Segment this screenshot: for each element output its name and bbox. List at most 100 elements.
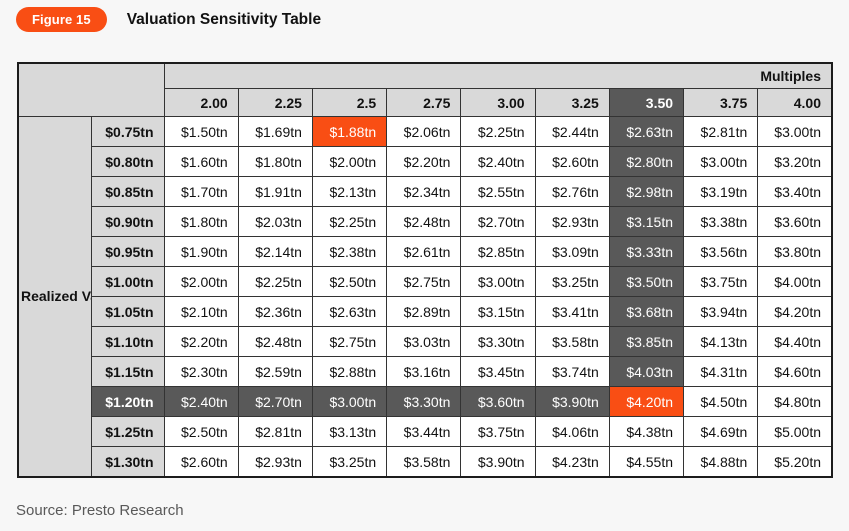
sensitivity-table: Multiples 2.00 2.25 2.5 2.75 3.00 3.25 3.50 3.7… — [17, 62, 833, 478]
value-cell: $3.58tn — [386, 446, 462, 478]
value-cell: $4.40tn — [757, 326, 833, 357]
table-row: $1.15tn $2.30tn $2.59tn $2.88tn $3.16tn $3.45… — [18, 356, 833, 387]
value-cell: $4.20tn — [608, 386, 685, 417]
value-cell: $3.30tn — [386, 386, 462, 417]
value-cell: $5.20tn — [757, 446, 833, 478]
table-row: $1.20tn $2.40tn $2.70tn $3.00tn $3.30tn $3.60… — [18, 386, 833, 417]
value-cell: $2.13tn — [311, 176, 388, 207]
figure-number-badge: Figure 15 — [16, 7, 107, 32]
column-header-multiple-2.75: 2.75 — [386, 88, 462, 117]
value-cell: $2.89tn — [386, 296, 462, 327]
value-cell: $2.20tn — [386, 146, 462, 177]
table-row: $1.05tn $2.10tn $2.36tn $2.63tn $2.89tn $3.15… — [18, 296, 833, 327]
row-header-$0.90tn: $0.90tn — [90, 206, 165, 237]
value-cell: $3.38tn — [683, 206, 759, 237]
value-cell: $4.00tn — [757, 266, 833, 297]
value-cell: $2.25tn — [311, 206, 388, 237]
column-header-multiple-3.50: 3.50 — [608, 88, 685, 117]
value-cell: $3.19tn — [683, 176, 759, 207]
value-cell: $2.75tn — [311, 326, 388, 357]
value-cell: $3.41tn — [534, 296, 610, 327]
value-cell: $3.85tn — [608, 326, 685, 357]
column-header-multiple-3.00: 3.00 — [460, 88, 536, 117]
figure-header: Figure 15 Valuation Sensitivity Table — [16, 7, 321, 32]
value-cell: $3.75tn — [460, 416, 536, 447]
value-cell: $4.31tn — [683, 356, 759, 387]
value-cell: $1.70tn — [163, 176, 239, 207]
value-cell: $2.50tn — [311, 266, 388, 297]
value-cell: $2.76tn — [534, 176, 610, 207]
column-header-multiple-2.25: 2.25 — [237, 88, 313, 117]
value-cell: $3.00tn — [460, 266, 536, 297]
value-cell: $3.03tn — [386, 326, 462, 357]
column-header-multiple-3.25: 3.25 — [534, 88, 610, 117]
figure-title: Valuation Sensitivity Table — [126, 10, 322, 28]
value-cell: $4.20tn — [757, 296, 833, 327]
value-cell: $4.03tn — [608, 356, 685, 387]
value-cell: $2.93tn — [534, 206, 610, 237]
value-cell: $4.06tn — [534, 416, 610, 447]
value-cell: $2.81tn — [237, 416, 313, 447]
value-cell: $3.50tn — [608, 266, 685, 297]
value-cell: $3.60tn — [757, 206, 833, 237]
table-row: $0.85tn $1.70tn $1.91tn $2.13tn $2.34tn $2.55… — [18, 176, 833, 207]
value-cell: $2.40tn — [163, 386, 239, 417]
column-header-row: 2.00 2.25 2.5 2.75 3.00 3.25 3.50 3.75 4.00 — [18, 88, 833, 117]
value-cell: $3.25tn — [311, 446, 388, 478]
source-attribution: Source: Presto Research — [16, 502, 184, 519]
value-cell: $2.70tn — [460, 206, 536, 237]
value-cell: $2.63tn — [608, 116, 685, 147]
value-cell: $3.25tn — [534, 266, 610, 297]
value-cell: $2.48tn — [386, 206, 462, 237]
value-cell: $3.00tn — [311, 386, 388, 417]
value-cell: $3.09tn — [534, 236, 610, 267]
value-cell: $2.63tn — [311, 296, 388, 327]
multiples-header: Multiples — [163, 62, 833, 89]
column-header-multiple-2.5: 2.5 — [311, 88, 388, 117]
value-cell: $3.33tn — [608, 236, 685, 267]
value-cell: $1.91tn — [237, 176, 313, 207]
row-header-$1.25tn: $1.25tn — [90, 416, 165, 447]
value-cell: $2.98tn — [608, 176, 685, 207]
value-cell: $4.13tn — [683, 326, 759, 357]
row-header-$0.80tn: $0.80tn — [90, 146, 165, 177]
value-cell: $2.25tn — [237, 266, 313, 297]
value-cell: $1.80tn — [163, 206, 239, 237]
value-cell: $4.80tn — [757, 386, 833, 417]
value-cell: $2.00tn — [311, 146, 388, 177]
row-header-$0.95tn: $0.95tn — [90, 236, 165, 267]
value-cell: $2.55tn — [460, 176, 536, 207]
valuation-sensitivity-table: Multiples 2.00 2.25 2.5 2.75 3.00 3.25 3.50 3.7… — [17, 62, 833, 478]
row-header-$0.75tn: $0.75tn — [90, 116, 165, 147]
value-cell: $3.90tn — [534, 386, 610, 417]
value-cell: $4.55tn — [608, 446, 685, 478]
table-row: $0.80tn $1.60tn $1.80tn $2.00tn $2.20tn $2.40… — [18, 146, 833, 177]
table-row: $1.25tn $2.50tn $2.81tn $3.13tn $3.44tn $3.75… — [18, 416, 833, 447]
value-cell: $2.61tn — [386, 236, 462, 267]
table-row: Realized Value$0.75tn$1.50tn$1.69tn$1.88… — [17, 116, 833, 478]
value-cell: $2.10tn — [163, 296, 239, 327]
table-row: $1.10tn $2.20tn $2.48tn $2.75tn $3.03tn $3.30… — [18, 326, 833, 357]
value-cell: $4.60tn — [757, 356, 833, 387]
value-cell: $2.80tn — [608, 146, 685, 177]
row-header-$1.15tn: $1.15tn — [90, 356, 165, 387]
value-cell: $3.58tn — [534, 326, 610, 357]
row-header-$1.10tn: $1.10tn — [90, 326, 165, 357]
value-cell: $4.38tn — [608, 416, 685, 447]
value-cell: $3.75tn — [683, 266, 759, 297]
value-cell: $2.38tn — [311, 236, 388, 267]
value-cell: $2.34tn — [386, 176, 462, 207]
value-cell: $2.14tn — [237, 236, 313, 267]
value-cell: $5.00tn — [757, 416, 833, 447]
value-cell: $3.94tn — [683, 296, 759, 327]
table-row: $1.30tn $2.60tn $2.93tn $3.25tn $3.58tn $3.90… — [18, 446, 833, 478]
value-cell: $2.88tn — [311, 356, 388, 387]
value-cell: $3.45tn — [460, 356, 536, 387]
column-header-multiple-4.00: 4.00 — [757, 88, 833, 117]
corner-cell — [17, 62, 165, 117]
row-header-$1.00tn: $1.00tn — [90, 266, 165, 297]
value-cell: $2.20tn — [163, 326, 239, 357]
value-cell: $4.88tn — [683, 446, 759, 478]
column-header-multiple-3.75: 3.75 — [683, 88, 759, 117]
